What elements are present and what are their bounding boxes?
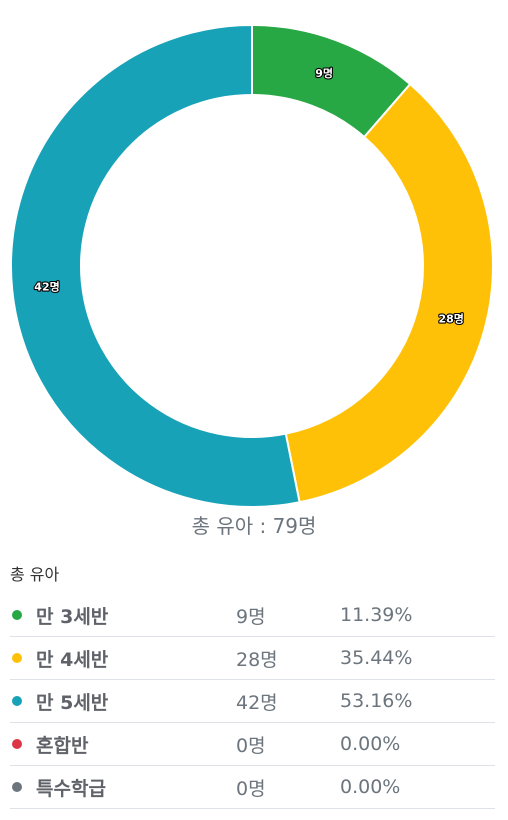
legend-label-age5: 만 5세반: [36, 691, 109, 714]
legend-row-age5: 만 5세반 42명 53.16%: [10, 680, 495, 723]
donut-chart: 9명 28명 42명: [10, 23, 494, 508]
legend-percent-age5: 53.16%: [340, 690, 413, 712]
legend-dot-age4: [12, 653, 22, 663]
slice-age4-label: 28명: [438, 312, 463, 326]
legend-percent-age4: 35.44%: [340, 647, 413, 669]
slice-age5: [10, 23, 301, 508]
slice-age5-label: 42명: [34, 279, 59, 293]
legend-label-mixed: 혼합반: [36, 734, 89, 757]
legend-percent-age3: 11.39%: [340, 604, 413, 626]
legend-count-special: 0명: [236, 777, 266, 800]
legend-label-age3: 만 3세반: [36, 605, 109, 628]
legend-percent-special: 0.00%: [340, 776, 401, 798]
legend-count-mixed: 0명: [236, 734, 266, 757]
legend-count-age3: 9명: [236, 605, 266, 628]
legend-table: 만 3세반 9명 11.39% 만 4세반 28명 35.44% 만 5세반 4…: [10, 594, 495, 809]
legend-label-special: 특수학급: [36, 777, 106, 800]
legend-count-age4: 28명: [236, 648, 278, 671]
total-children-label: 총 유아 : 79명: [191, 514, 317, 538]
legend-title: 총 유아: [10, 565, 60, 584]
legend-row-mixed: 혼합반 0명 0.00%: [10, 723, 495, 766]
legend-row-age3: 만 3세반 9명 11.39%: [10, 594, 495, 637]
slice-age4: [284, 82, 494, 504]
legend-row-special: 특수학급 0명 0.00%: [10, 766, 495, 809]
legend-count-age5: 42명: [236, 691, 278, 714]
legend-dot-mixed: [12, 739, 22, 749]
legend-percent-mixed: 0.00%: [340, 733, 401, 755]
legend-dot-age3: [12, 610, 22, 620]
legend-label-age4: 만 4세반: [36, 648, 109, 671]
slice-age3-label: 9명: [315, 66, 333, 80]
legend-row-age4: 만 4세반 28명 35.44%: [10, 637, 495, 680]
legend-dot-age5: [12, 696, 22, 706]
legend-dot-special: [12, 782, 22, 792]
